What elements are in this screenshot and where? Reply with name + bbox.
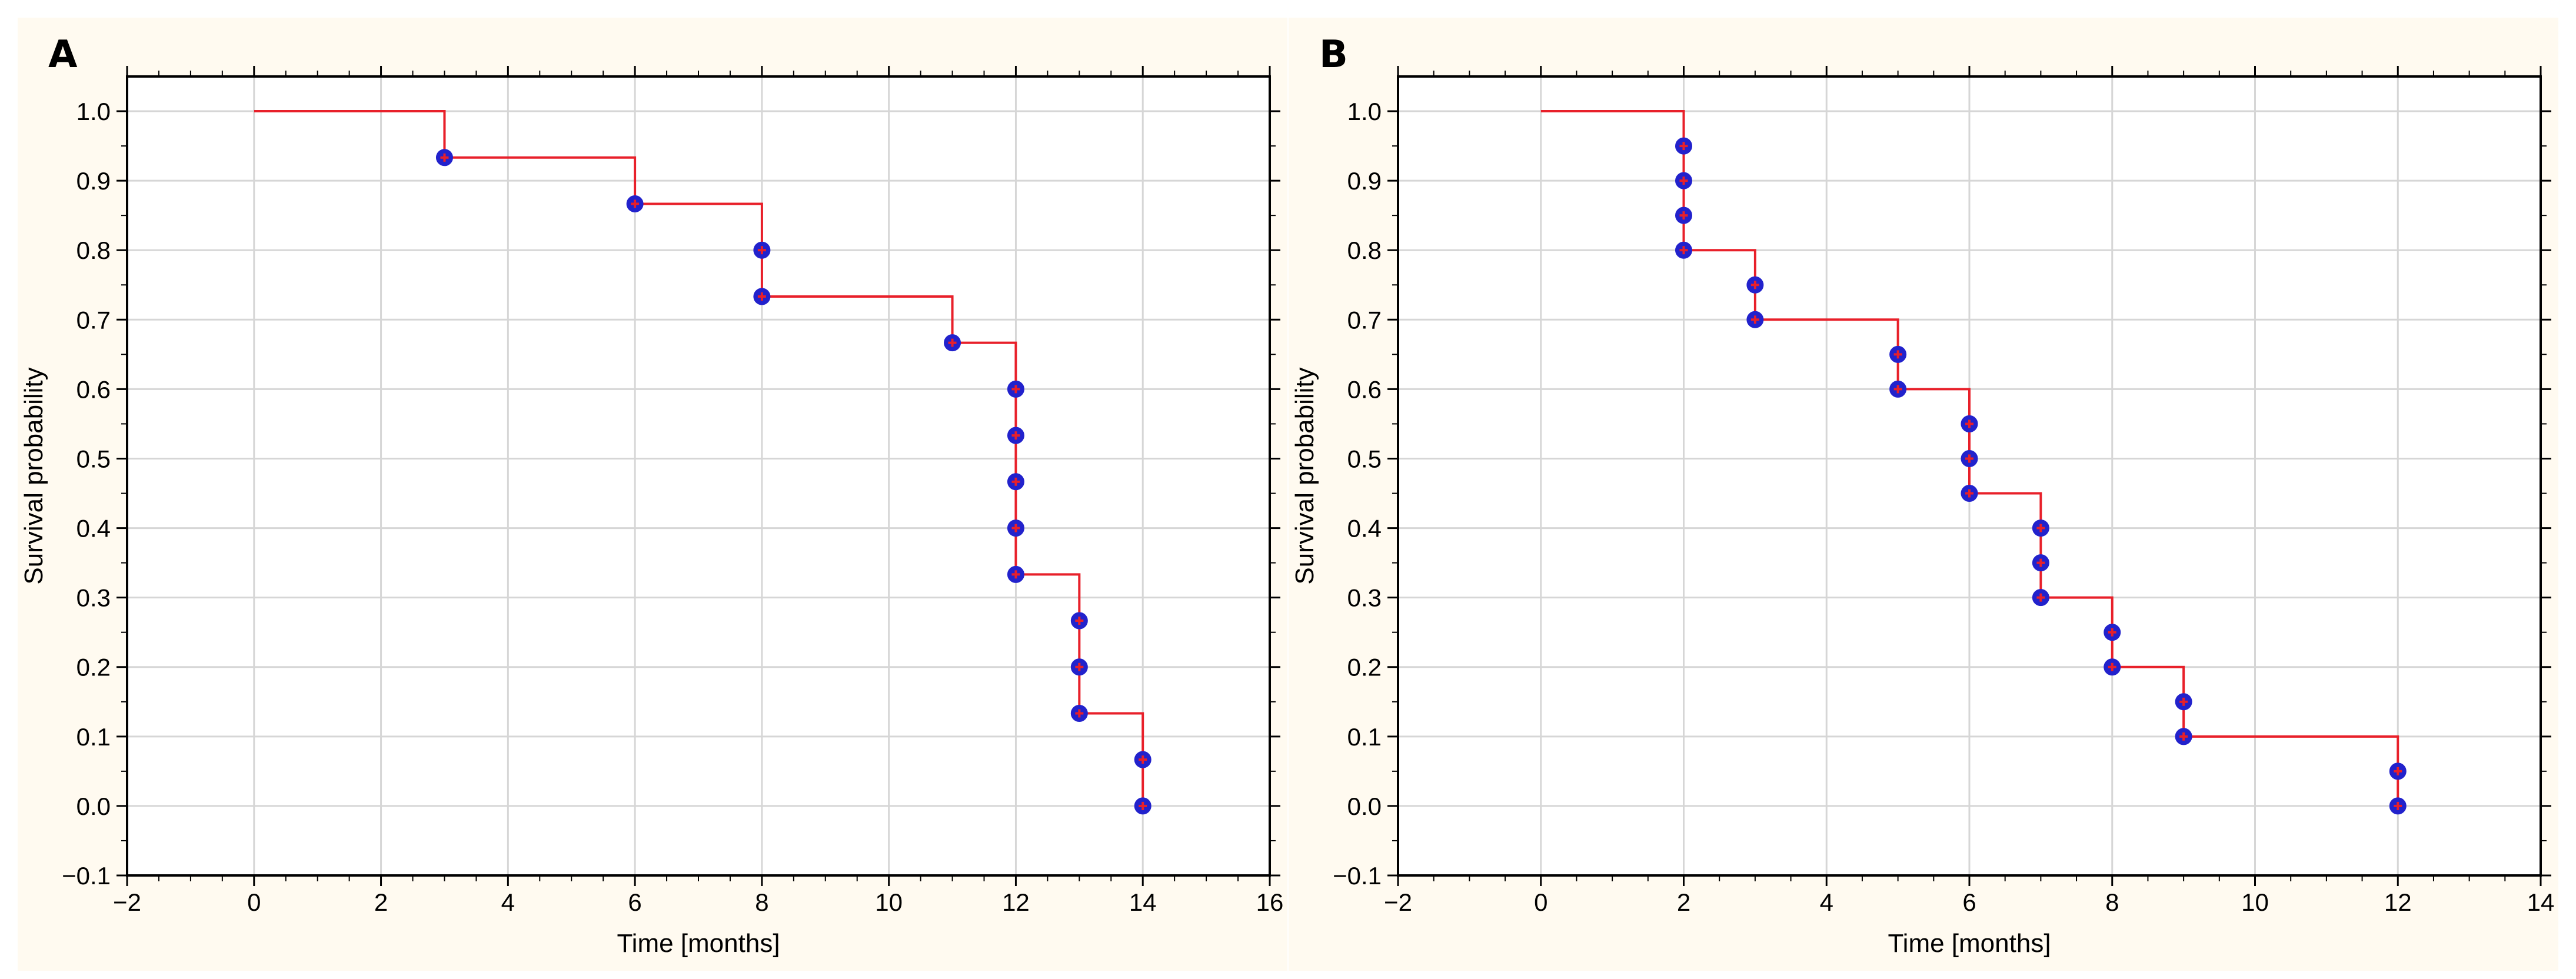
event-marker bbox=[1007, 380, 1024, 398]
event-marker bbox=[1746, 276, 1764, 294]
event-marker bbox=[2389, 762, 2407, 780]
event-marker bbox=[1961, 449, 1978, 467]
x-tick-label: 4 bbox=[501, 888, 515, 916]
chart-panel-a: A −2 0 2 4 6 8 10 12 14 16 −0.1 0.0 0.1 0.2 0.3 0.4 0.5 0… bbox=[18, 18, 1287, 971]
event-markers bbox=[1675, 137, 2407, 815]
ticks bbox=[1387, 66, 2551, 886]
event-marker bbox=[2104, 658, 2121, 676]
event-marker bbox=[753, 288, 771, 305]
event-marker bbox=[1675, 172, 1692, 189]
event-marker bbox=[1007, 473, 1024, 491]
x-tick-label: 16 bbox=[1256, 888, 1284, 916]
y-tick-label: 0.1 bbox=[1347, 723, 1382, 751]
y-tick-label: 0.9 bbox=[1347, 167, 1382, 195]
y-tick-label: 0.7 bbox=[76, 306, 111, 334]
event-marker bbox=[1134, 797, 1151, 815]
x-tick-label: 8 bbox=[755, 888, 768, 916]
x-tick-label: 2 bbox=[1677, 888, 1690, 916]
event-marker bbox=[1007, 565, 1024, 583]
x-tick-label: 6 bbox=[628, 888, 641, 916]
y-tick-label: 0.8 bbox=[1347, 237, 1382, 264]
y-axis-title: Survival probability bbox=[19, 367, 48, 584]
y-tick-label: −0.1 bbox=[62, 862, 111, 890]
x-tick-label: 14 bbox=[2527, 888, 2555, 916]
x-tick-label: 0 bbox=[1534, 888, 1547, 916]
x-tick-label: 6 bbox=[1962, 888, 1976, 916]
y-tick-label: 0.4 bbox=[1347, 515, 1382, 542]
event-marker bbox=[435, 149, 453, 167]
y-tick-label: 0.6 bbox=[1347, 375, 1382, 403]
y-tick-label: 0.3 bbox=[1347, 584, 1382, 612]
event-marker bbox=[2389, 797, 2407, 815]
y-tick-label: 0.9 bbox=[76, 167, 111, 195]
x-tick-label: −2 bbox=[1384, 888, 1412, 916]
event-marker bbox=[753, 241, 771, 259]
event-marker bbox=[1070, 705, 1088, 722]
event-marker bbox=[1675, 241, 1692, 259]
y-tick-label: 0.0 bbox=[76, 792, 111, 820]
event-marker bbox=[944, 334, 961, 352]
event-marker bbox=[1070, 612, 1088, 630]
event-marker bbox=[1889, 380, 1907, 398]
event-marker bbox=[1070, 658, 1088, 676]
y-tick-label: 0.2 bbox=[1347, 654, 1382, 681]
y-tick-label: 0.2 bbox=[76, 654, 111, 681]
y-tick-label: 0.8 bbox=[76, 237, 111, 264]
x-tick-label: 12 bbox=[2384, 888, 2412, 916]
event-markers bbox=[435, 149, 1151, 815]
y-tick-label: 0.7 bbox=[1347, 306, 1382, 334]
y-tick-label: 0.6 bbox=[76, 375, 111, 403]
chart-panel-b: B −2 0 2 4 6 8 10 12 14 −0.1 0.0 0.1 0.2 0.3 0.4 0.5 0.6… bbox=[1289, 18, 2558, 971]
x-tick-label: 12 bbox=[1002, 888, 1030, 916]
panel-label-b: B bbox=[1319, 33, 1348, 76]
x-tick-label: −2 bbox=[113, 888, 141, 916]
event-marker bbox=[2032, 554, 2049, 572]
y-axis-title: Survival probability bbox=[1290, 367, 1319, 584]
x-tick-label: 10 bbox=[2241, 888, 2269, 916]
x-tick-label: 14 bbox=[1129, 888, 1157, 916]
event-marker bbox=[1675, 137, 1692, 155]
event-marker bbox=[1961, 485, 1978, 502]
event-marker bbox=[1889, 345, 1907, 363]
plot-area bbox=[127, 76, 1270, 875]
x-tick-label: 0 bbox=[247, 888, 261, 916]
event-marker bbox=[2175, 728, 2192, 745]
event-marker bbox=[1134, 751, 1151, 768]
event-marker bbox=[1746, 311, 1764, 328]
event-marker bbox=[2032, 520, 2049, 537]
km-chart-b: −2 0 2 4 6 8 10 12 14 −0.1 0.0 0.1 0.2 0.3 0.4 0.5 0.6 0.… bbox=[1290, 66, 2555, 958]
event-marker bbox=[1007, 427, 1024, 444]
x-axis-title: Time [months] bbox=[1888, 929, 2051, 958]
y-tick-label: 0.3 bbox=[76, 584, 111, 612]
y-tick-label: 0.5 bbox=[1347, 445, 1382, 472]
x-tick-label: 8 bbox=[2105, 888, 2119, 916]
event-marker bbox=[1961, 415, 1978, 432]
ticks bbox=[117, 66, 1280, 886]
event-marker bbox=[626, 195, 644, 212]
y-tick-label: 1.0 bbox=[1347, 98, 1382, 125]
event-marker bbox=[2104, 624, 2121, 641]
event-marker bbox=[2032, 589, 2049, 607]
x-axis-title: Time [months] bbox=[617, 929, 780, 958]
x-tick-label: 2 bbox=[374, 888, 388, 916]
y-tick-label: 0.4 bbox=[76, 515, 111, 542]
km-chart-a: −2 0 2 4 6 8 10 12 14 16 −0.1 0.0 0.1 0.2 0.3 0.4 0.5 0.6… bbox=[19, 66, 1284, 958]
x-tick-label: 10 bbox=[875, 888, 903, 916]
event-marker bbox=[1007, 520, 1024, 537]
panel-label-a: A bbox=[48, 33, 78, 76]
y-tick-label: 0.0 bbox=[1347, 792, 1382, 820]
y-tick-label: −0.1 bbox=[1333, 862, 1382, 890]
y-tick-label: 0.1 bbox=[76, 723, 111, 751]
y-tick-label: 1.0 bbox=[76, 98, 111, 125]
x-tick-label: 4 bbox=[1820, 888, 1833, 916]
event-marker bbox=[2175, 693, 2192, 711]
y-tick-label: 0.5 bbox=[76, 445, 111, 472]
event-marker bbox=[1675, 207, 1692, 224]
